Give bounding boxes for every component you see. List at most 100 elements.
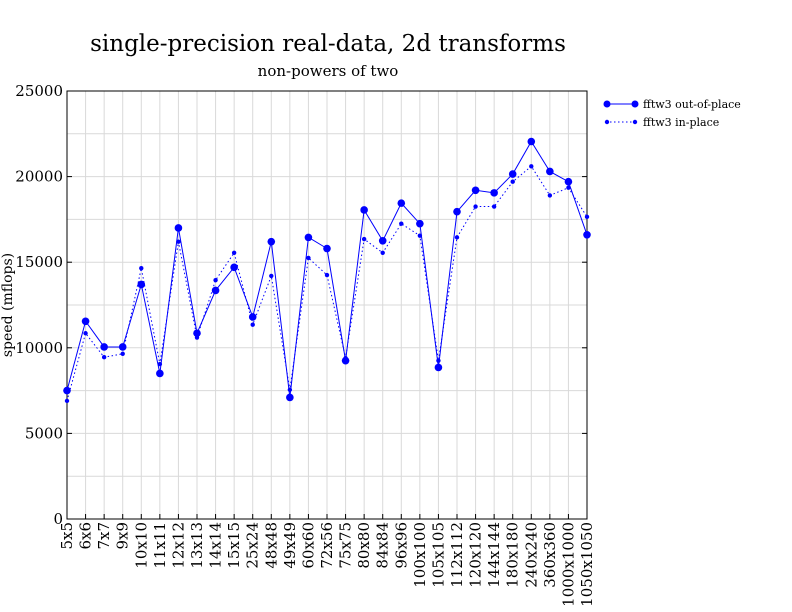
- series-layer: [63, 137, 591, 404]
- data-point: [248, 313, 257, 321]
- x-tick-label: 84x84: [374, 522, 392, 569]
- legend-marker: [631, 100, 639, 108]
- y-tick-label: 20000: [15, 168, 63, 186]
- data-point: [324, 272, 330, 278]
- data-point: [436, 358, 441, 363]
- data-point: [231, 250, 237, 255]
- series-in-place: [64, 164, 590, 404]
- legend: fftw3 out-of-place fftw3 in-place: [603, 98, 741, 129]
- data-point: [490, 189, 498, 197]
- y-axis: 0 5000 10000 15000 20000 25000: [15, 82, 587, 528]
- data-point: [250, 322, 255, 327]
- y-tick-label: 10000: [15, 339, 63, 357]
- data-point: [343, 355, 348, 361]
- x-tick-label: 80x80: [355, 522, 373, 569]
- data-point: [546, 167, 554, 176]
- y-tick-label: 5000: [25, 424, 63, 442]
- data-point: [83, 331, 88, 336]
- data-point: [230, 263, 238, 272]
- data-point: [306, 255, 311, 261]
- data-point: [564, 177, 573, 186]
- x-tick-label: 11x11: [151, 522, 169, 569]
- plot-frame: [66, 90, 588, 520]
- data-point: [137, 280, 146, 289]
- data-point: [157, 361, 163, 367]
- data-point: [529, 164, 534, 169]
- y-tick-label: 15000: [15, 253, 63, 271]
- x-tick-label: 180x180: [504, 522, 522, 588]
- data-point: [454, 235, 460, 240]
- data-point: [473, 204, 478, 209]
- data-point: [491, 204, 497, 209]
- legend-label: fftw3 out-of-place: [643, 98, 741, 111]
- x-tick-label: 6x6: [77, 522, 95, 550]
- data-point: [101, 355, 107, 360]
- data-point: [286, 393, 294, 402]
- data-point: [304, 233, 313, 242]
- x-tick-label: 14x14: [207, 522, 225, 569]
- data-point: [583, 231, 591, 239]
- legend-label: fftw3 in-place: [643, 116, 719, 129]
- grid: [66, 91, 588, 519]
- x-tick-label: 9x9: [114, 522, 132, 550]
- data-point: [378, 237, 387, 245]
- y-axis-label: speed (mflops): [0, 253, 16, 357]
- x-tick-label: 100x100: [411, 522, 429, 588]
- x-tick-label: 105x105: [429, 522, 447, 588]
- data-point: [64, 398, 70, 404]
- legend-marker: [632, 119, 638, 125]
- data-point: [566, 185, 571, 190]
- data-point: [174, 224, 183, 232]
- data-point: [139, 265, 144, 271]
- data-point: [584, 214, 590, 220]
- data-point: [211, 286, 220, 295]
- x-tick-label: 144x144: [485, 522, 503, 588]
- x-tick-label: 7x7: [95, 522, 113, 550]
- data-point: [176, 239, 181, 244]
- x-tick-label: 60x60: [299, 522, 317, 569]
- data-point: [156, 369, 164, 378]
- legend-marker: [603, 100, 611, 108]
- data-point: [527, 137, 536, 146]
- data-point: [471, 186, 480, 195]
- data-point: [453, 207, 461, 216]
- data-point: [361, 236, 367, 242]
- x-tick-label: 120x120: [467, 522, 485, 588]
- data-point: [397, 199, 406, 207]
- data-point: [63, 386, 71, 395]
- series-line: [66, 165, 588, 402]
- chart-subtitle: non-powers of two: [258, 62, 399, 80]
- x-tick-label: 240x240: [522, 522, 540, 588]
- x-tick-label: 1050x1050: [578, 522, 596, 607]
- data-point: [547, 193, 553, 198]
- data-point: [120, 351, 125, 356]
- data-point: [81, 317, 90, 326]
- data-point: [267, 237, 276, 246]
- x-tick-label: 5x5: [58, 522, 76, 550]
- x-tick-label: 75x75: [337, 522, 355, 569]
- data-point: [118, 343, 127, 351]
- x-tick-label: 10x10: [132, 522, 150, 569]
- x-tick-label: 48x48: [262, 522, 280, 569]
- data-point: [213, 277, 218, 283]
- x-axis: 5x5 6x6 7x7 9x9 10x10 11x11 12x12 13x13 14x14 15x…: [58, 514, 596, 607]
- x-tick-label: 15x15: [225, 522, 243, 569]
- x-tick-label: 360x360: [541, 522, 559, 588]
- x-tick-label: 72x56: [318, 522, 336, 569]
- data-point: [417, 233, 423, 238]
- chart-title: single-precision real-data, 2d transform…: [90, 31, 566, 57]
- x-tick-label: 13x13: [188, 522, 206, 569]
- x-tick-label: 1000x1000: [559, 522, 577, 607]
- x-tick-label: 96x96: [392, 522, 410, 569]
- x-tick-label: 12x12: [169, 522, 187, 569]
- data-point: [287, 387, 293, 392]
- data-point: [399, 221, 404, 226]
- x-tick-label: 49x49: [281, 522, 299, 569]
- data-point: [508, 170, 517, 178]
- x-tick-label: 25x24: [244, 522, 262, 569]
- data-point: [100, 343, 108, 351]
- data-point: [360, 206, 368, 214]
- data-point: [194, 335, 200, 340]
- data-point: [416, 219, 424, 228]
- x-tick-label: 112x112: [448, 522, 466, 588]
